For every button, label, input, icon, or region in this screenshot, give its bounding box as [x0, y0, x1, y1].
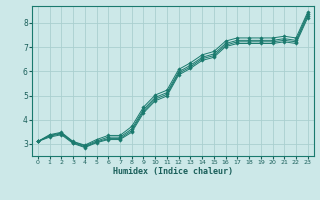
X-axis label: Humidex (Indice chaleur): Humidex (Indice chaleur) — [113, 167, 233, 176]
